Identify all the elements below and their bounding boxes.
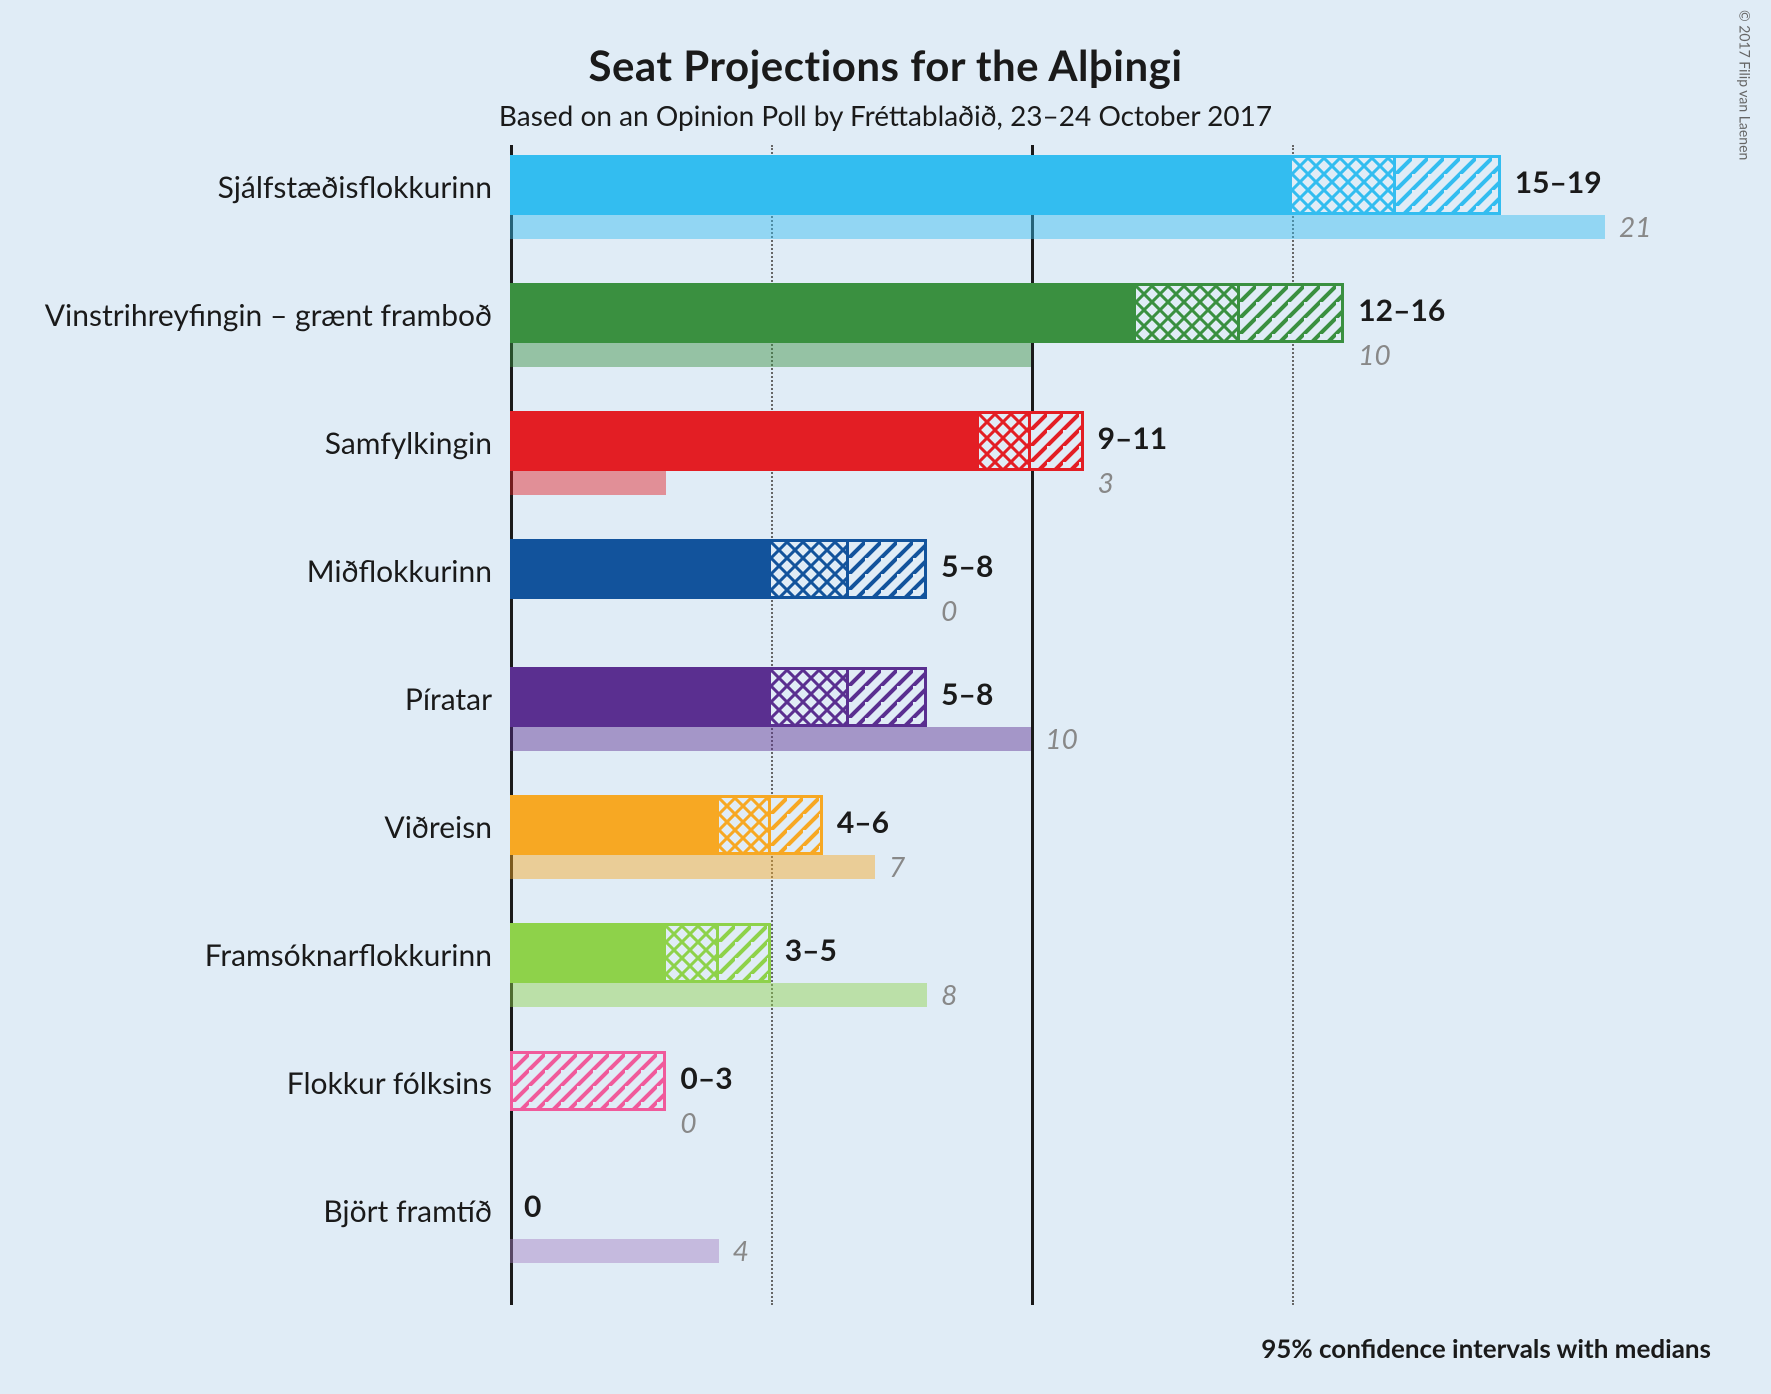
party-label: Vinstrihreyfingin – grænt framboð [45,297,492,333]
value-previous: 8 [941,977,957,1011]
value-range: 0 [524,1188,541,1224]
bar-solid [510,411,979,471]
bar-crosshatch [979,411,1031,471]
footer-note: 95% confidence intervals with medians [1261,1332,1711,1364]
value-range: 5–8 [941,676,993,712]
bar-solid [510,283,1136,343]
bar-solid [510,667,771,727]
bar-crosshatch [1292,155,1396,215]
party-row: Björt framtíð04 [510,1179,1605,1307]
bar-previous [510,215,1605,239]
party-row: Samfylkingin9–113 [510,411,1605,539]
party-row: Framsóknarflokkurinn3–58 [510,923,1605,1051]
party-label: Framsóknarflokkurinn [205,937,492,973]
value-previous: 0 [941,593,957,627]
bar-previous [510,855,875,879]
value-range: 3–5 [785,932,837,968]
plot-area: Sjálfstæðisflokkurinn15–1921Vinstrihreyf… [510,145,1605,1305]
value-range: 15–19 [1515,164,1602,200]
value-range: 0–3 [680,1060,732,1096]
bar-previous [510,727,1031,751]
bar-diagonal [771,795,823,855]
value-previous: 7 [889,849,905,883]
value-range: 4–6 [837,804,889,840]
value-previous: 3 [1098,465,1114,499]
bar-previous [510,1239,719,1263]
party-label: Sjálfstæðisflokkurinn [218,169,492,205]
bar-crosshatch [719,795,771,855]
bar-previous [510,471,666,495]
bar-previous [510,983,927,1007]
bar-crosshatch [771,539,849,599]
value-previous: 21 [1619,209,1651,243]
bar-diagonal [510,1051,666,1111]
bar-diagonal [1240,283,1344,343]
party-label: Samfylkingin [325,425,492,461]
value-previous: 10 [1358,337,1390,371]
bar-diagonal [719,923,771,983]
party-label: Björt framtíð [323,1193,492,1229]
value-range: 9–11 [1098,420,1168,456]
party-row: Sjálfstæðisflokkurinn15–1921 [510,155,1605,283]
bar-crosshatch [666,923,718,983]
bar-previous [510,343,1031,367]
value-previous: 10 [1045,721,1077,755]
bar-crosshatch [1136,283,1240,343]
party-label: Viðreisn [384,809,492,845]
bar-solid [510,923,666,983]
value-range: 5–8 [941,548,993,584]
party-label: Flokkur fólksins [287,1065,492,1101]
party-row: Flokkur fólksins0–30 [510,1051,1605,1179]
chart-title: Seat Projections for the Alþingi [0,0,1771,90]
party-row: Píratar5–810 [510,667,1605,795]
bar-solid [510,539,771,599]
value-previous: 0 [680,1105,696,1139]
party-row: Miðflokkurinn5–80 [510,539,1605,667]
seat-projection-chart: Seat Projections for the Alþingi Based o… [0,0,1771,1394]
bar-diagonal [849,539,927,599]
value-range: 12–16 [1358,292,1445,328]
party-row: Vinstrihreyfingin – grænt framboð12–1610 [510,283,1605,411]
party-label: Píratar [405,681,492,717]
bar-diagonal [1031,411,1083,471]
party-row: Viðreisn4–67 [510,795,1605,923]
chart-subtitle: Based on an Opinion Poll by Fréttablaðið… [0,98,1771,132]
bar-solid [510,795,719,855]
copyright-note: © 2017 Filip van Laenen [1736,10,1753,160]
party-label: Miðflokkurinn [307,553,492,589]
bar-diagonal [849,667,927,727]
bar-crosshatch [771,667,849,727]
bar-solid [510,155,1292,215]
bar-diagonal [1396,155,1500,215]
value-previous: 4 [733,1233,749,1267]
